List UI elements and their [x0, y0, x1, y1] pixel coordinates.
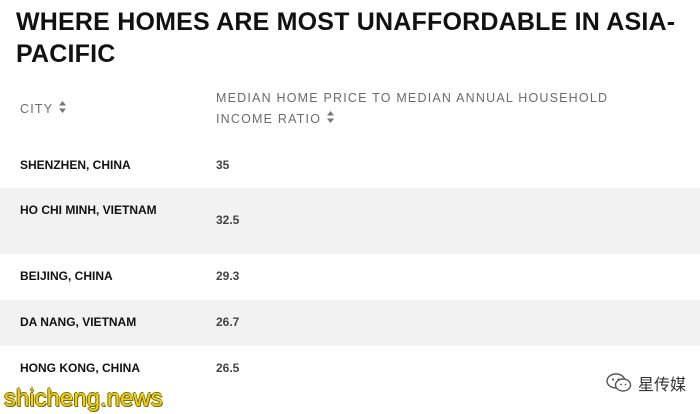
table-row: DA NANG, VIETNAM 26.7	[0, 300, 700, 346]
sort-icon[interactable]	[59, 100, 67, 121]
column-header-label: MEDIAN HOME PRICE TO MEDIAN ANNUAL HOUSE…	[216, 91, 609, 126]
table-row: HONG KONG, CHINA 26.5	[0, 346, 700, 396]
watermark-text: shicheng.news	[0, 384, 180, 414]
sort-icon[interactable]	[327, 110, 335, 131]
city-cell: SHENZHEN, CHINA	[20, 158, 131, 172]
city-cell: HONG KONG, CHINA	[20, 361, 140, 375]
watermark-brand: 星传媒	[606, 370, 686, 396]
city-cell: DA NANG, VIETNAM	[20, 315, 137, 329]
table-row: SHENZHEN, CHINA 35	[0, 142, 700, 188]
table-row: HO CHI MINH, VIETNAM 32.5	[0, 188, 700, 254]
ratio-cell: 35	[216, 158, 230, 172]
table-row: BEIJING, CHINA 29.3	[0, 254, 700, 300]
wechat-icon	[606, 373, 632, 393]
brand-name: 星传媒	[637, 377, 686, 394]
ratio-cell: 32.5	[216, 213, 240, 227]
page-title: WHERE HOMES ARE MOST UNAFFORDABLE IN ASI…	[16, 8, 676, 68]
ratio-cell: 26.7	[216, 315, 240, 329]
ratio-cell: 26.5	[216, 361, 240, 375]
column-header-city[interactable]: CITY	[20, 99, 67, 121]
table-header: CITY MEDIAN HOME PRICE TO MEDIAN ANNUAL …	[0, 88, 700, 142]
city-cell: BEIJING, CHINA	[20, 269, 113, 283]
column-header-ratio[interactable]: MEDIAN HOME PRICE TO MEDIAN ANNUAL HOUSE…	[216, 88, 656, 131]
column-header-label: CITY	[20, 102, 54, 116]
city-cell: HO CHI MINH, VIETNAM	[20, 203, 157, 217]
ratio-cell: 29.3	[216, 269, 240, 283]
table-body: SHENZHEN, CHINA 35 HO CHI MINH, VIETNAM …	[0, 142, 700, 396]
